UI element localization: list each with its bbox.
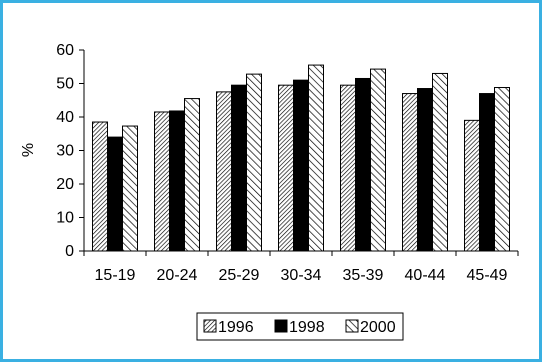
legend: 1996 1998 2000: [196, 312, 404, 341]
legend-label-1996: 1996: [218, 319, 254, 336]
legend-label-2000: 2000: [360, 319, 396, 336]
bar-1998-40-44: [417, 88, 433, 252]
y-axis-label: %: [20, 143, 37, 157]
bar-2000-20-24: [184, 98, 200, 252]
legend-swatch-2000: [345, 319, 359, 333]
y-tick-label: 50: [56, 76, 74, 93]
bar-1996-25-29: [216, 91, 232, 252]
bar-1998-25-29: [231, 84, 247, 252]
y-tick-label: 30: [56, 143, 74, 160]
bar-1996-35-39: [340, 84, 356, 252]
legend-box: [196, 312, 404, 341]
y-tick-label: 10: [56, 210, 74, 227]
tick-labels: 0 10 20 30 40 50 60 15-19 20-24 25-29 30-34 35-39 40…: [56, 42, 507, 284]
bar-2000-15-19: [122, 125, 138, 252]
bar-1998-30-34: [293, 79, 309, 252]
x-tick-label: 35-39: [343, 267, 384, 284]
x-tick-label: 20-24: [157, 267, 198, 284]
bars: [92, 64, 510, 252]
x-tick-label: 30-34: [281, 267, 322, 284]
bar-1996-40-44: [402, 93, 418, 252]
bar-2000-40-44: [432, 72, 448, 252]
bar-1996-20-24: [154, 111, 170, 252]
legend-swatch-1998: [274, 319, 288, 333]
y-tick-label: 40: [56, 109, 74, 126]
x-tick-label: 25-29: [219, 267, 260, 284]
bar-1996-45-49: [464, 119, 480, 252]
bar-1998-20-24: [169, 110, 185, 252]
bar-2000-45-49: [494, 87, 510, 252]
bar-1998-35-39: [355, 77, 371, 252]
bar-2000-35-39: [370, 68, 386, 252]
bar-2000-25-29: [246, 73, 262, 252]
y-tick-label: 60: [56, 42, 74, 59]
bar-1996-30-34: [278, 84, 294, 252]
bar-1998-15-19: [107, 136, 123, 252]
y-tick-label: 0: [65, 243, 74, 260]
x-tick-label: 45-49: [467, 267, 508, 284]
x-tick-label: 15-19: [95, 267, 136, 284]
bar-1998-45-49: [479, 93, 495, 252]
legend-label-1998: 1998: [289, 319, 325, 336]
legend-swatch-1996: [203, 319, 217, 333]
y-tick-label: 20: [56, 176, 74, 193]
bar-2000-30-34: [308, 64, 324, 252]
bar-1996-15-19: [92, 121, 108, 252]
x-tick-label: 40-44: [405, 267, 446, 284]
